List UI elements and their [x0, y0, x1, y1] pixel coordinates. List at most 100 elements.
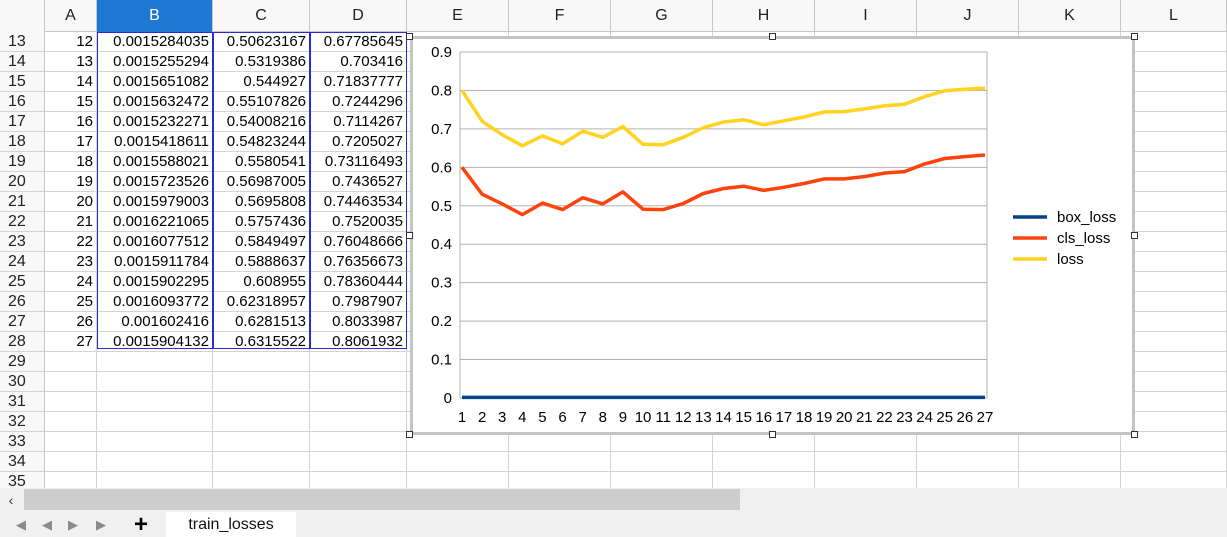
cell-a[interactable]: 27 [45, 332, 97, 352]
cell-c[interactable]: 0.54008216 [213, 112, 310, 132]
resize-handle-tl[interactable] [406, 33, 413, 40]
cell-c[interactable]: 0.56987005 [213, 172, 310, 192]
cell-d[interactable]: 0.71837777 [310, 72, 407, 92]
cell-e[interactable] [407, 432, 509, 452]
column-header-a[interactable]: A [45, 0, 97, 32]
row-header[interactable]: 26 [0, 292, 45, 312]
cell-b[interactable] [97, 352, 213, 372]
cell-e[interactable] [407, 472, 509, 488]
resize-handle-bl[interactable] [406, 431, 413, 438]
row-header[interactable]: 24 [0, 252, 45, 272]
cell-l[interactable] [1121, 472, 1227, 488]
cell-b[interactable]: 0.0015904132 [97, 332, 213, 352]
column-header-g[interactable]: G [611, 0, 713, 32]
cell-d[interactable]: 0.76048666 [310, 232, 407, 252]
cell-g[interactable] [611, 432, 713, 452]
cell-b[interactable]: 0.0015255294 [97, 52, 213, 72]
cell-h[interactable] [713, 472, 815, 488]
row-header[interactable]: 32 [0, 412, 45, 432]
cell-c[interactable]: 0.5757436 [213, 212, 310, 232]
cell-d[interactable]: 0.7436527 [310, 172, 407, 192]
cell-a[interactable]: 12 [45, 32, 97, 52]
horizontal-scrollbar[interactable]: ‹ [0, 488, 1227, 512]
cell-a[interactable] [45, 472, 97, 488]
scrollbar-thumb[interactable] [24, 489, 740, 510]
cell-l[interactable] [1121, 452, 1227, 472]
row-header[interactable]: 20 [0, 172, 45, 192]
cell-l[interactable] [1121, 372, 1227, 392]
cell-c[interactable] [213, 472, 310, 488]
chevron-left-icon[interactable]: ‹ [8, 492, 14, 508]
column-header-c[interactable]: C [213, 0, 310, 32]
cell-a[interactable]: 14 [45, 72, 97, 92]
line-chart[interactable]: 0 0.1 0.2 0.3 0.4 0.5 0.6 0.7 0.8 0.9 1 2 3 4 5 6 7 8 9 10 1… [410, 36, 1135, 435]
cell-d[interactable]: 0.76356673 [310, 252, 407, 272]
cell-a[interactable]: 24 [45, 272, 97, 292]
cell-a[interactable]: 20 [45, 192, 97, 212]
row-header[interactable]: 28 [0, 332, 45, 352]
cell-c[interactable]: 0.50623167 [213, 32, 310, 52]
row-header[interactable]: 22 [0, 212, 45, 232]
cell-c[interactable] [213, 432, 310, 452]
cell-a[interactable] [45, 352, 97, 372]
cell-b[interactable]: 0.0015632472 [97, 92, 213, 112]
cell-a[interactable]: 13 [45, 52, 97, 72]
cell-a[interactable]: 22 [45, 232, 97, 252]
cell-c[interactable]: 0.54823244 [213, 132, 310, 152]
cell-c[interactable]: 0.5849497 [213, 232, 310, 252]
cell-f[interactable] [509, 472, 611, 488]
cell-c[interactable]: 0.55107826 [213, 92, 310, 112]
cell-l[interactable] [1121, 392, 1227, 412]
row-header[interactable]: 15 [0, 72, 45, 92]
row-header[interactable]: 35 [0, 472, 45, 488]
cell-j[interactable] [917, 472, 1019, 488]
resize-handle-ml[interactable] [406, 232, 413, 239]
column-header-e[interactable]: E [407, 0, 509, 32]
cell-b[interactable]: 0.0015911784 [97, 252, 213, 272]
cell-f[interactable] [509, 432, 611, 452]
resize-handle-tr[interactable] [1131, 33, 1138, 40]
resize-handle-bm[interactable] [769, 431, 776, 438]
row-header[interactable]: 34 [0, 452, 45, 472]
cell-d[interactable]: 0.78360444 [310, 272, 407, 292]
cell-b[interactable]: 0.0015902295 [97, 272, 213, 292]
cell-b[interactable] [97, 392, 213, 412]
cell-h[interactable] [713, 452, 815, 472]
cell-c[interactable]: 0.5319386 [213, 52, 310, 72]
row-header[interactable]: 33 [0, 432, 45, 452]
cell-k[interactable] [1019, 472, 1121, 488]
cell-c[interactable] [213, 392, 310, 412]
cell-a[interactable]: 16 [45, 112, 97, 132]
cell-c[interactable]: 0.6281513 [213, 312, 310, 332]
cell-d[interactable] [310, 412, 407, 432]
cell-d[interactable] [310, 452, 407, 472]
cell-c[interactable]: 0.5695808 [213, 192, 310, 212]
cell-d[interactable] [310, 432, 407, 452]
column-header-i[interactable]: I [815, 0, 917, 32]
cell-b[interactable] [97, 472, 213, 488]
cell-d[interactable] [310, 372, 407, 392]
cell-g[interactable] [611, 472, 713, 488]
row-header[interactable]: 17 [0, 112, 45, 132]
cell-c[interactable]: 0.5580541 [213, 152, 310, 172]
cell-i[interactable] [815, 472, 917, 488]
prev-sheet-icon[interactable]: ◀︎ [42, 517, 52, 532]
cell-c[interactable] [213, 372, 310, 392]
next-sheet-icon[interactable]: ▶︎ [68, 517, 78, 532]
cell-d[interactable] [310, 352, 407, 372]
row-header[interactable]: 23 [0, 232, 45, 252]
row-header[interactable]: 18 [0, 132, 45, 152]
cell-c[interactable] [213, 412, 310, 432]
cell-l[interactable] [1121, 312, 1227, 332]
cell-a[interactable]: 25 [45, 292, 97, 312]
cell-l[interactable] [1121, 412, 1227, 432]
cell-l[interactable] [1121, 132, 1227, 152]
cell-a[interactable]: 21 [45, 212, 97, 232]
cell-d[interactable]: 0.703416 [310, 52, 407, 72]
column-header-k[interactable]: K [1019, 0, 1121, 32]
cell-d[interactable]: 0.7114267 [310, 112, 407, 132]
cell-b[interactable]: 0.0016077512 [97, 232, 213, 252]
cell-d[interactable] [310, 392, 407, 412]
cell-b[interactable]: 0.0015979003 [97, 192, 213, 212]
